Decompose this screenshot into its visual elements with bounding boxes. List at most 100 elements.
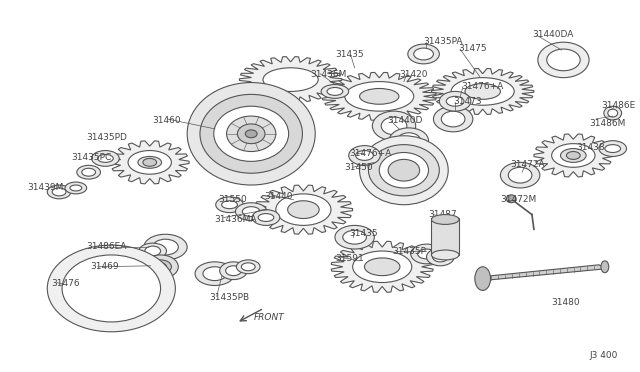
Polygon shape xyxy=(332,241,433,292)
Ellipse shape xyxy=(97,154,113,162)
Ellipse shape xyxy=(335,225,374,249)
Ellipse shape xyxy=(245,130,257,138)
Ellipse shape xyxy=(70,185,82,191)
Ellipse shape xyxy=(552,144,595,167)
Text: 31473: 31473 xyxy=(453,97,482,106)
Ellipse shape xyxy=(220,262,247,280)
Ellipse shape xyxy=(389,128,429,154)
Text: 31439M: 31439M xyxy=(28,183,64,192)
Ellipse shape xyxy=(77,165,100,179)
Ellipse shape xyxy=(508,167,532,183)
Text: 31486M: 31486M xyxy=(589,119,625,128)
Text: 31550: 31550 xyxy=(219,195,248,204)
Ellipse shape xyxy=(65,182,86,194)
Ellipse shape xyxy=(413,48,433,60)
Ellipse shape xyxy=(276,194,331,225)
Text: 31476+A: 31476+A xyxy=(461,81,503,90)
Ellipse shape xyxy=(605,145,621,153)
Ellipse shape xyxy=(356,151,373,160)
Ellipse shape xyxy=(446,96,464,106)
Polygon shape xyxy=(254,185,353,234)
Text: 31469: 31469 xyxy=(91,262,119,271)
Ellipse shape xyxy=(475,267,491,291)
Ellipse shape xyxy=(601,261,609,273)
Ellipse shape xyxy=(236,260,260,274)
Ellipse shape xyxy=(547,49,580,71)
Ellipse shape xyxy=(506,195,516,203)
Ellipse shape xyxy=(327,87,343,95)
Ellipse shape xyxy=(321,84,349,98)
Ellipse shape xyxy=(128,151,172,174)
Ellipse shape xyxy=(397,133,420,148)
Text: 31435PD: 31435PD xyxy=(86,133,127,142)
Text: 31440DA: 31440DA xyxy=(532,31,573,39)
Ellipse shape xyxy=(343,230,367,244)
Ellipse shape xyxy=(380,153,429,188)
Ellipse shape xyxy=(372,111,416,141)
Ellipse shape xyxy=(345,81,413,111)
Ellipse shape xyxy=(82,168,95,176)
Ellipse shape xyxy=(47,185,71,199)
Ellipse shape xyxy=(52,188,66,196)
Text: FRONT: FRONT xyxy=(254,313,285,322)
Ellipse shape xyxy=(608,109,618,117)
Ellipse shape xyxy=(566,151,580,160)
Text: 31450: 31450 xyxy=(345,163,373,172)
Text: 31460: 31460 xyxy=(153,116,181,125)
Ellipse shape xyxy=(155,263,166,271)
Polygon shape xyxy=(239,57,342,103)
Polygon shape xyxy=(483,265,606,280)
Text: 31480: 31480 xyxy=(552,298,580,307)
Ellipse shape xyxy=(465,84,500,99)
Ellipse shape xyxy=(433,106,473,132)
Ellipse shape xyxy=(153,239,179,255)
Ellipse shape xyxy=(451,78,514,105)
Polygon shape xyxy=(534,134,612,177)
Ellipse shape xyxy=(62,255,161,322)
Ellipse shape xyxy=(216,197,243,212)
Ellipse shape xyxy=(227,116,276,151)
Ellipse shape xyxy=(225,266,241,276)
Polygon shape xyxy=(431,68,534,115)
Text: 31435P: 31435P xyxy=(392,247,426,256)
Ellipse shape xyxy=(431,250,459,260)
Ellipse shape xyxy=(139,243,166,259)
Text: 31436M: 31436M xyxy=(310,70,347,79)
Text: 31436MA: 31436MA xyxy=(215,215,257,224)
Ellipse shape xyxy=(47,245,175,332)
Ellipse shape xyxy=(200,94,303,173)
Ellipse shape xyxy=(500,162,540,188)
Ellipse shape xyxy=(604,106,621,120)
Text: 31476+A: 31476+A xyxy=(349,148,392,158)
Ellipse shape xyxy=(241,263,255,271)
Ellipse shape xyxy=(426,248,454,266)
Ellipse shape xyxy=(439,92,471,111)
Ellipse shape xyxy=(538,42,589,78)
Ellipse shape xyxy=(203,267,227,280)
Ellipse shape xyxy=(243,207,260,217)
Ellipse shape xyxy=(349,145,380,165)
Text: 31435: 31435 xyxy=(349,230,378,238)
Ellipse shape xyxy=(144,234,187,260)
Ellipse shape xyxy=(369,145,439,196)
Text: 31440: 31440 xyxy=(264,192,292,201)
Ellipse shape xyxy=(143,158,157,166)
Text: 31435PA: 31435PA xyxy=(424,37,463,46)
Ellipse shape xyxy=(252,210,280,225)
Polygon shape xyxy=(110,141,189,184)
Text: 31438: 31438 xyxy=(576,142,605,152)
Text: 31487: 31487 xyxy=(429,210,457,219)
Text: 31440D: 31440D xyxy=(387,116,422,125)
Ellipse shape xyxy=(381,117,407,135)
Text: 31486E: 31486E xyxy=(601,101,635,110)
Ellipse shape xyxy=(195,262,234,285)
Ellipse shape xyxy=(145,246,161,256)
Ellipse shape xyxy=(408,44,439,64)
Ellipse shape xyxy=(150,260,172,274)
Ellipse shape xyxy=(360,89,399,104)
Ellipse shape xyxy=(237,124,265,144)
Ellipse shape xyxy=(263,68,318,92)
Text: J3 400: J3 400 xyxy=(589,352,618,360)
Text: 31591: 31591 xyxy=(335,254,364,263)
Ellipse shape xyxy=(258,214,274,221)
